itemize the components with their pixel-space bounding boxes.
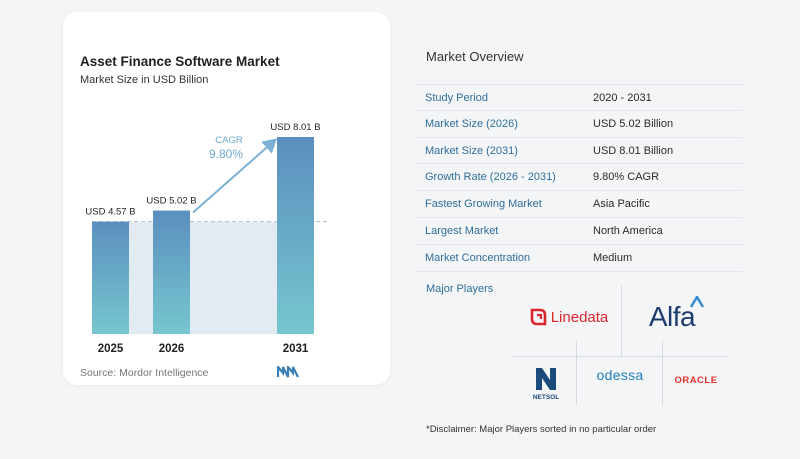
overview-value: USD 5.02 Billion	[593, 117, 674, 130]
alfa-logo: Alfa	[632, 296, 712, 338]
chart-title: Asset Finance Software Market	[80, 54, 280, 69]
logo-divider	[621, 286, 622, 356]
overview-row: Market Size (2026) USD 5.02 Billion	[415, 111, 743, 138]
overview-row: Market Size (2031) USD 8.01 Billion	[415, 138, 743, 165]
alfa-logo-text: Alfa	[648, 301, 696, 332]
overview-key: Largest Market	[425, 224, 499, 237]
overview-value: 9.80% CAGR	[593, 171, 660, 184]
source-text: Source: Mordor Intelligence	[80, 367, 209, 379]
bar-2031	[277, 137, 314, 334]
overview-value: Medium	[593, 251, 633, 264]
logo-divider	[576, 341, 577, 405]
overview-row: Largest Market North America	[415, 218, 743, 245]
odessa-logo: odessa	[582, 362, 658, 388]
overview-value: 2020 - 2031	[593, 92, 652, 104]
bar-2026	[153, 210, 190, 334]
linedata-mark-icon	[530, 308, 547, 326]
mordor-logo-icon	[277, 366, 299, 378]
chart-card: USD 4.57 B 2025 USD 5.02 B 2026 USD 8.01 B 20…	[63, 12, 390, 385]
overview-key: Market Concentration	[425, 251, 531, 264]
data-label: USD 8.01 B	[270, 122, 320, 133]
x-tick-label: 2025	[98, 343, 124, 355]
oracle-logo-text: ORACLE	[674, 374, 718, 386]
overview-value: North America	[593, 224, 663, 237]
overview-row: Fastest Growing Market Asia Pacific	[415, 191, 743, 218]
players-title: Major Players	[426, 283, 494, 295]
overview-key: Market Size (2026)	[425, 117, 518, 130]
overview-key: Study Period	[425, 92, 488, 104]
overview-key: Market Size (2031)	[425, 144, 518, 157]
disclaimer-text: *Disclaimer: Major Players sorted in no …	[426, 424, 657, 435]
oracle-logo: ORACLE	[668, 372, 724, 388]
overview-title: Market Overview	[426, 49, 524, 64]
cagr-value: 9.80%	[209, 147, 243, 161]
overview-value: Asia Pacific	[593, 198, 650, 211]
overview-key: Fastest Growing Market	[425, 198, 542, 211]
linedata-logo: Linedata	[520, 303, 616, 331]
bar-chart: USD 4.57 B 2025 USD 5.02 B 2026 USD 8.01 B 20…	[85, 122, 328, 355]
odessa-logo-text: odessa	[596, 367, 644, 383]
overview-key: Growth Rate (2026 - 2031)	[425, 171, 556, 184]
overview-table: Study Period 2020 - 2031 Market Size (20…	[415, 84, 743, 272]
netsol-logo: NETSOL	[520, 362, 572, 404]
x-tick-label: 2026	[159, 343, 185, 355]
overview-row: Study Period 2020 - 2031	[415, 84, 743, 111]
overview-row: Market Concentration Medium	[415, 245, 743, 272]
logo-divider	[511, 356, 729, 357]
data-label: USD 4.57 B	[85, 207, 135, 218]
data-label: USD 5.02 B	[146, 196, 196, 207]
chart-subtitle: Market Size in USD Billion	[80, 74, 209, 86]
netsol-mark-icon	[536, 367, 556, 390]
netsol-logo-text: NETSOL	[532, 393, 560, 401]
overview-row: Growth Rate (2026 - 2031) 9.80% CAGR	[415, 164, 743, 192]
logo-divider	[662, 341, 663, 405]
linedata-logo-text: Linedata	[550, 308, 609, 326]
overview-value: USD 8.01 Billion	[593, 144, 674, 157]
bar-2025	[92, 221, 129, 334]
cagr-arrow	[192, 138, 277, 214]
alfa-triangle-icon	[690, 296, 704, 308]
x-tick-label: 2031	[283, 343, 309, 355]
cagr-label: CAGR	[215, 135, 243, 146]
